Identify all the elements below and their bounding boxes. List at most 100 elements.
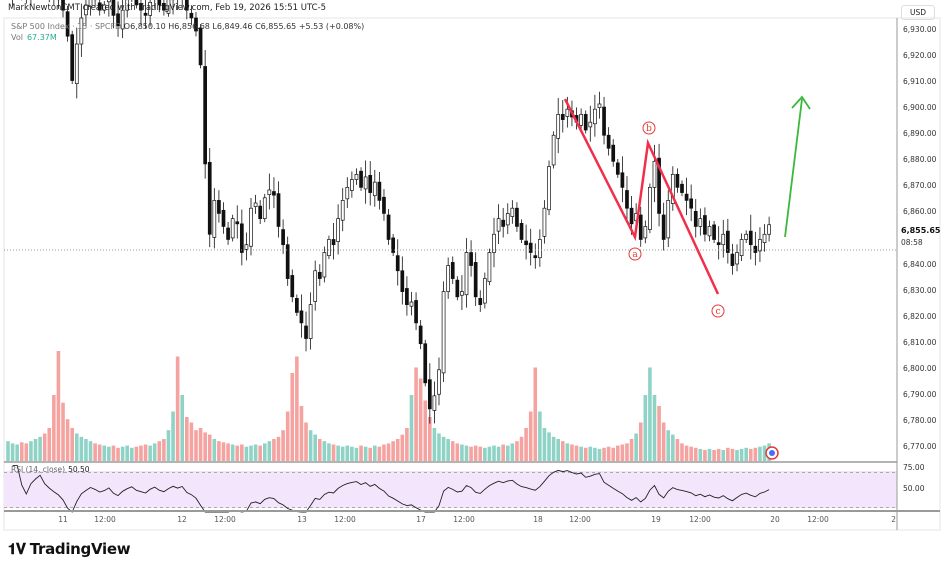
time-tick: 13 bbox=[297, 515, 307, 524]
candle-body-down bbox=[317, 271, 322, 279]
candle bbox=[276, 181, 281, 238]
candle bbox=[116, 1, 120, 37]
price-tick: 6,770.00 bbox=[903, 441, 937, 451]
candle bbox=[487, 248, 492, 286]
candle-body-up bbox=[372, 181, 377, 197]
rsi-legend[interactable]: RSI (14, close) 50.50 bbox=[11, 465, 90, 474]
volume-bar bbox=[38, 436, 42, 461]
wave-label-b[interactable]: b bbox=[642, 121, 656, 135]
time-tick: 17 bbox=[416, 515, 426, 524]
candle-body-up bbox=[409, 301, 414, 307]
candle bbox=[61, 0, 65, 18]
elliott-wave-drawing[interactable] bbox=[563, 98, 720, 295]
candle bbox=[304, 311, 308, 352]
candle-body-up bbox=[432, 395, 437, 411]
candle bbox=[244, 232, 249, 261]
candle bbox=[492, 217, 496, 268]
candle-body-up bbox=[487, 252, 492, 283]
wave-label-c[interactable]: c bbox=[711, 304, 725, 318]
candle bbox=[203, 50, 208, 179]
candle bbox=[322, 246, 327, 283]
volume-bar bbox=[611, 447, 616, 461]
candle bbox=[602, 96, 606, 145]
candle-body-down bbox=[661, 214, 666, 240]
candle bbox=[134, 0, 139, 9]
candle-body-up bbox=[547, 166, 551, 211]
candle bbox=[414, 292, 418, 331]
candle-body-down bbox=[524, 240, 528, 246]
candle bbox=[125, 0, 130, 18]
rsi-tick-50: 50.00 bbox=[903, 484, 925, 493]
volume-bar bbox=[185, 417, 189, 461]
volume-bar bbox=[327, 443, 331, 461]
currency-button[interactable]: USD bbox=[901, 5, 935, 20]
volume-bar bbox=[258, 445, 262, 461]
volume-bar bbox=[249, 445, 253, 461]
volume-bar bbox=[285, 411, 290, 461]
candle-body-up bbox=[446, 265, 451, 292]
candle bbox=[620, 156, 625, 203]
wave-label-a[interactable]: a bbox=[628, 247, 642, 261]
candle-body-down bbox=[217, 200, 221, 214]
volume-bar bbox=[675, 439, 680, 461]
volume-bar bbox=[588, 446, 593, 461]
volume-bar bbox=[194, 430, 198, 461]
candle bbox=[295, 294, 299, 316]
candle-body-down bbox=[134, 0, 139, 6]
time-tick: 12:00 bbox=[689, 515, 711, 524]
candle bbox=[721, 219, 726, 258]
volume-bar bbox=[455, 443, 460, 461]
candle bbox=[48, 0, 50, 3]
candle bbox=[336, 204, 340, 255]
candle-body-down bbox=[61, 0, 65, 11]
candle bbox=[372, 169, 377, 207]
candle bbox=[597, 91, 602, 119]
volume-bar bbox=[684, 445, 689, 461]
candle-body-down bbox=[712, 224, 716, 240]
volume-bar bbox=[551, 436, 556, 461]
candle bbox=[327, 235, 331, 260]
volume-bar bbox=[625, 443, 629, 461]
candle bbox=[253, 194, 258, 214]
volume-bar bbox=[382, 444, 386, 461]
volume-bar bbox=[152, 443, 157, 461]
volume-bar bbox=[134, 446, 139, 461]
candle bbox=[30, 0, 32, 5]
candle-body-down bbox=[629, 207, 634, 225]
candle bbox=[88, 0, 93, 16]
candle bbox=[515, 202, 519, 232]
candle bbox=[285, 236, 290, 286]
candle-body-up bbox=[721, 233, 726, 246]
tradingview-logo[interactable]: 𝟏𝐕 TradingView bbox=[8, 540, 131, 558]
candle-body-down bbox=[377, 181, 382, 201]
candle-body-up bbox=[79, 17, 84, 45]
volume-bar bbox=[469, 446, 473, 461]
volume-bar bbox=[652, 395, 657, 461]
volume-legend[interactable]: Vol 67.37M bbox=[11, 33, 57, 43]
volume-bar bbox=[726, 447, 730, 461]
event-flag-icon[interactable] bbox=[765, 446, 779, 460]
volume-bar bbox=[648, 367, 652, 461]
candle-body-down bbox=[258, 205, 263, 219]
candle-body-down bbox=[143, 12, 148, 16]
candle bbox=[79, 3, 84, 57]
candle-body-up bbox=[579, 114, 583, 126]
candle bbox=[340, 188, 345, 232]
candle-body-down bbox=[189, 12, 194, 19]
candle bbox=[198, 23, 203, 69]
green-arrow-icon[interactable] bbox=[784, 95, 811, 238]
volume-bar bbox=[418, 378, 423, 461]
candle bbox=[423, 339, 428, 387]
volume-bar bbox=[597, 448, 602, 461]
volume-bar bbox=[450, 441, 455, 461]
symbol-legend[interactable]: S&P 500 Index · 15 · SPCFD O6,850.10 H6,… bbox=[11, 22, 364, 32]
candle-body-up bbox=[120, 9, 125, 30]
candle bbox=[131, 0, 133, 2]
symbol-name[interactable]: S&P 500 Index · 15 · SPCFD bbox=[11, 22, 122, 31]
volume-bar bbox=[533, 367, 538, 461]
candle-body-up bbox=[363, 176, 368, 190]
candle-body-down bbox=[207, 161, 212, 235]
candle-body-down bbox=[194, 17, 198, 32]
candle-body-up bbox=[345, 187, 350, 200]
